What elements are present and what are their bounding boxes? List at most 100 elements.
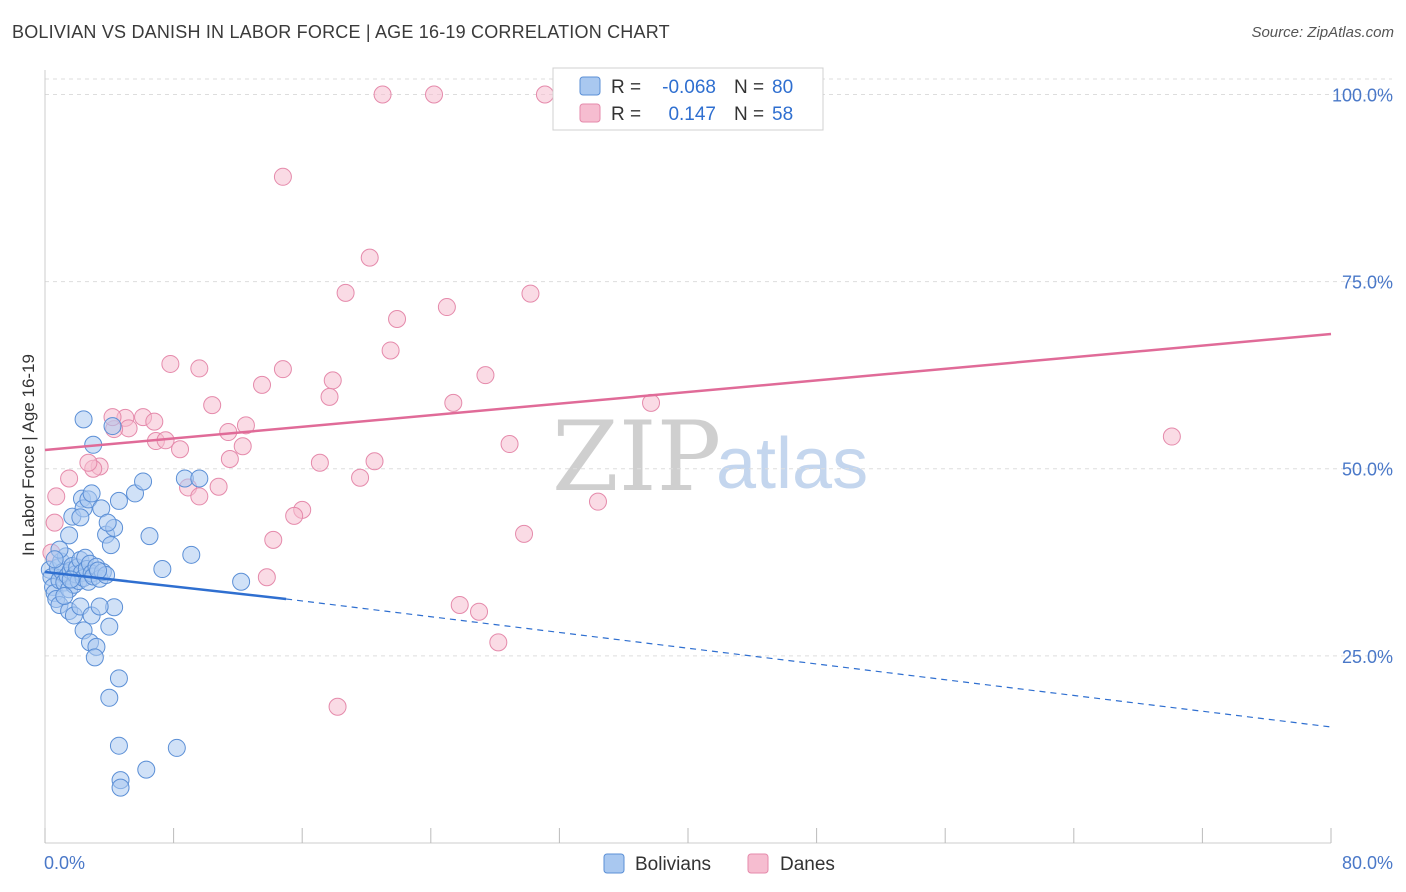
bolivians-points: [40, 410, 251, 797]
danes-point: [360, 248, 379, 267]
danes-point: [273, 167, 292, 186]
danes-point: [47, 487, 66, 506]
danes-trend-line: [44, 332, 1332, 452]
danes-point: [161, 354, 180, 373]
danes-point: [190, 487, 209, 506]
danes-point: [273, 360, 292, 379]
bolivians-point: [71, 508, 90, 527]
danes-point: [310, 453, 329, 472]
legend-swatch-danes: [579, 103, 601, 123]
danes-point: [437, 298, 456, 317]
stats-legend: R = -0.068 N = 80 R = 0.147 N = 58: [552, 67, 824, 131]
danes-point: [328, 697, 347, 716]
bolivians-point: [182, 545, 201, 564]
legend-r-label-bolivians: R =: [611, 77, 641, 98]
bolivians-point: [190, 469, 209, 488]
danes-point: [336, 283, 355, 302]
legend-r-value-danes: 0.147: [668, 104, 716, 125]
bolivians-point: [85, 648, 104, 667]
bolivians-point: [45, 550, 64, 569]
danes-point: [450, 595, 469, 614]
bolivians-point: [109, 736, 128, 755]
y-tick-label-0: 25.0%: [1342, 647, 1393, 667]
danes-point: [60, 469, 79, 488]
bolivians-point: [137, 760, 156, 779]
bolivians-trend-extension: [286, 598, 1332, 728]
legend-n-value-bolivians: 80: [772, 77, 793, 98]
series-legend-label-danes: Danes: [780, 854, 835, 875]
bolivians-point: [82, 484, 101, 503]
bolivians-point: [98, 513, 117, 532]
legend-n-value-danes: 58: [772, 104, 793, 125]
legend-n-label-danes: N =: [734, 104, 764, 125]
bolivians-point: [100, 617, 119, 636]
bolivians-point: [60, 526, 79, 545]
danes-point: [444, 393, 463, 412]
danes-point: [515, 524, 534, 543]
danes-point: [535, 85, 554, 104]
danes-point: [470, 602, 489, 621]
danes-point: [190, 359, 209, 378]
y-tick-label-2: 75.0%: [1342, 273, 1393, 293]
danes-point: [1162, 427, 1181, 446]
danes-point: [323, 371, 342, 390]
bolivians-point: [109, 669, 128, 688]
danes-point: [373, 85, 392, 104]
watermark-zip: ZIP: [552, 401, 721, 513]
danes-point: [79, 453, 98, 472]
bolivians-point: [153, 560, 172, 579]
danes-point: [588, 492, 607, 511]
series-legend-swatch-bolivians: [603, 853, 625, 874]
danes-point: [203, 396, 222, 415]
bolivians-point: [134, 472, 153, 491]
watermark-atlas: atlas: [716, 424, 868, 504]
tick-labels: 25.0% 50.0% 75.0% 100.0% 0.0% 80.0%: [44, 85, 1393, 873]
bolivians-point: [103, 417, 122, 436]
legend-swatch-bolivians: [579, 76, 601, 96]
danes-point: [257, 568, 276, 587]
bolivians-trend-line: [44, 570, 287, 601]
bolivians-point: [167, 738, 186, 757]
grid-lines: [45, 78, 1392, 657]
bolivians-point: [90, 597, 109, 616]
danes-point: [521, 284, 540, 303]
bolivians-point: [140, 527, 159, 546]
source-label: Source: ZipAtlas.com: [1251, 24, 1394, 41]
danes-point: [425, 85, 444, 104]
legend-r-label-danes: R =: [611, 104, 641, 125]
danes-point: [264, 530, 283, 549]
danes-point: [388, 310, 407, 329]
bolivians-point: [100, 688, 119, 707]
danes-point: [253, 375, 272, 394]
y-axis-label: In Labor Force | Age 16-19: [19, 354, 38, 556]
danes-point: [365, 452, 384, 471]
danes-point: [381, 341, 400, 360]
bolivians-point: [74, 410, 93, 429]
danes-point: [145, 412, 164, 431]
trend-lines: [44, 332, 1332, 728]
danes-point: [320, 387, 339, 406]
danes-point: [489, 633, 508, 652]
x-tick-label-1: 80.0%: [1342, 853, 1393, 873]
x-tick-label-0: 0.0%: [44, 853, 85, 873]
danes-points: [42, 85, 1181, 716]
danes-point: [351, 468, 370, 487]
danes-point: [285, 506, 304, 525]
bolivians-point: [109, 491, 128, 510]
chart-title: BOLIVIAN VS DANISH IN LABOR FORCE | AGE …: [12, 22, 670, 42]
danes-point: [236, 416, 255, 435]
danes-point: [45, 513, 64, 532]
y-tick-label-1: 50.0%: [1342, 460, 1393, 480]
bolivians-point: [55, 586, 74, 605]
bolivians-point: [232, 572, 251, 591]
legend-n-label-bolivians: N =: [734, 77, 764, 98]
axes: [44, 70, 1332, 844]
series-legend-label-bolivians: Bolivians: [635, 854, 711, 875]
y-tick-label-3: 100.0%: [1332, 85, 1393, 105]
bolivians-point: [111, 778, 130, 797]
danes-point: [220, 450, 239, 469]
series-legend-swatch-danes: [747, 853, 769, 874]
danes-point: [476, 366, 495, 385]
danes-point: [171, 440, 190, 459]
